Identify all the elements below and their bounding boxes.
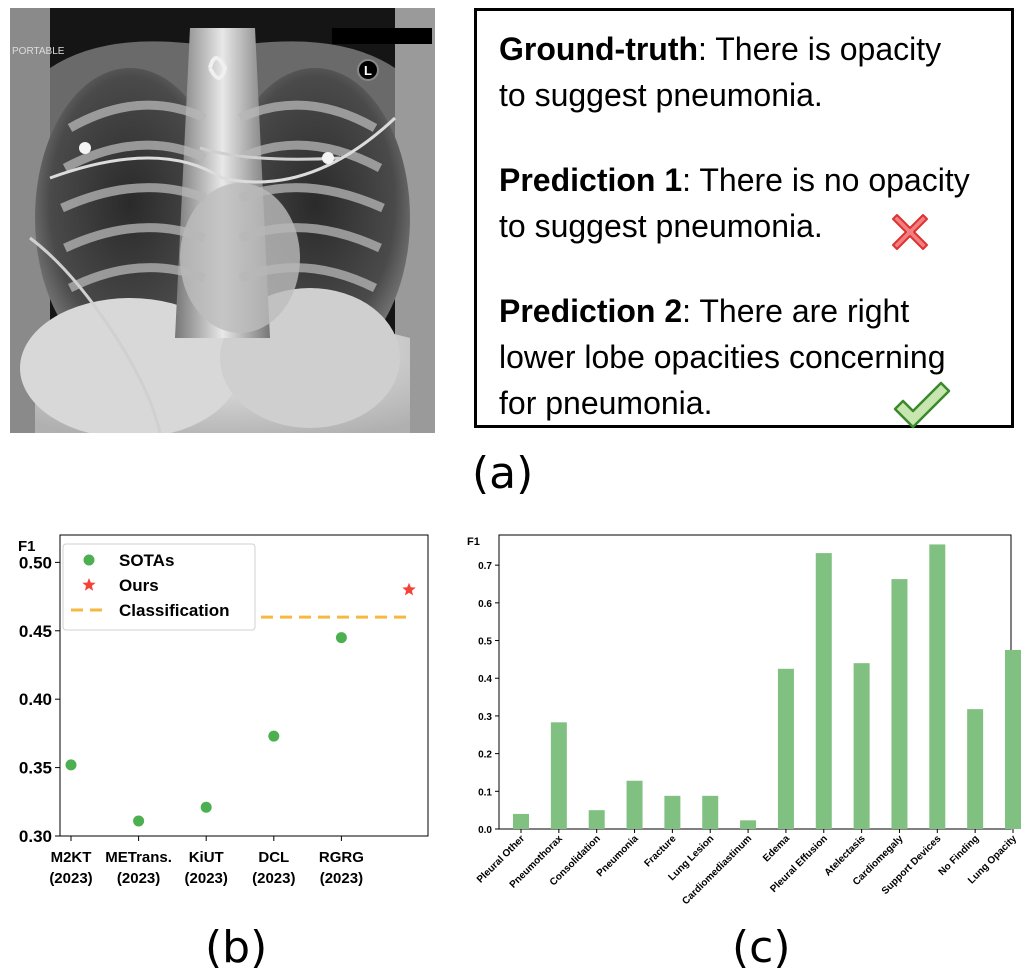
red-cross-icon	[892, 214, 928, 250]
sota-point	[200, 801, 212, 813]
bar	[513, 813, 529, 829]
y-tick-label: 0.45	[19, 622, 52, 641]
bar	[702, 795, 719, 829]
prediction1-line2: to suggest pneumonia.	[499, 208, 823, 244]
y-tick-label: 0.30	[19, 827, 52, 846]
xray-side-marker: L	[364, 63, 372, 78]
bar	[853, 663, 870, 829]
ground-truth-text1: : There is opacity	[698, 31, 942, 67]
sota-f1-scatter-chart: F1 0.30 0.35 0.40 0.45 0.50 M2KT (2023) METrans.…	[18, 534, 429, 887]
legend-sotas-label: SOTAs	[119, 551, 174, 570]
sota-point	[65, 759, 77, 771]
prediction2-line3: for pneumonia.	[499, 385, 713, 421]
y-tick-label: 0.5	[478, 637, 492, 648]
prediction2-line2: lower lobe opacities concerning	[499, 339, 946, 375]
bar	[929, 544, 946, 829]
y-tick-label: 0.6	[478, 599, 492, 610]
prediction1-label: Prediction 1	[499, 162, 683, 198]
x-tick-label: METrans. (2023)	[105, 849, 172, 887]
prediction2-text1: : There are right	[682, 293, 910, 329]
y-tick-label: 0.50	[19, 553, 52, 572]
y-tick-label: 0.40	[19, 690, 52, 709]
y-axis-label: F1	[467, 536, 480, 548]
prediction2-label: Prediction 2	[499, 293, 683, 329]
xray-portable-label: PORTABLE	[12, 46, 65, 57]
bar	[777, 668, 794, 829]
sota-point	[335, 632, 347, 644]
ground-truth-line2: to suggest pneumonia.	[499, 77, 823, 113]
x-tick-label: M2KT (2023)	[49, 849, 92, 887]
legend-box	[62, 543, 256, 631]
bar	[967, 709, 984, 829]
bar	[815, 553, 832, 829]
caption-a: (a)	[472, 448, 534, 499]
sota-point	[268, 730, 280, 742]
y-tick-label: 0.0	[478, 825, 492, 836]
bar	[740, 820, 757, 829]
x-tick-label: RGRG (2023)	[319, 849, 364, 887]
x-tick-label: Fracture	[642, 833, 678, 869]
report-comparison-box: Ground-truth: There is opacity to sugges…	[474, 8, 1014, 429]
bar	[1005, 649, 1021, 829]
y-tick-label: 0.4	[478, 674, 492, 685]
legend-sotas-marker	[83, 554, 95, 566]
ground-truth-line1: Ground-truth: There is opacity	[499, 30, 941, 68]
plot-frame	[59, 534, 429, 837]
y-tick-label: 0.3	[478, 712, 492, 723]
bar	[588, 810, 605, 829]
chest-xray-image: L PORTABLE	[10, 8, 435, 433]
y-tick-label: 0.1	[478, 787, 492, 798]
legend-ours-marker	[82, 578, 96, 591]
caption-b: (b)	[205, 922, 268, 973]
legend-classification-label: Classification	[119, 601, 230, 620]
x-tick-label: DCL (2023)	[252, 849, 295, 887]
x-tick-label: KiUT (2023)	[185, 849, 228, 887]
bar	[891, 579, 908, 829]
y-axis-label: F1	[18, 538, 36, 555]
prediction2-line1: Prediction 2: There are right	[499, 292, 909, 330]
y-tick-label: 0.35	[19, 759, 52, 778]
bar	[626, 780, 643, 829]
ours-point	[402, 582, 416, 596]
x-tick-label: Edema	[761, 833, 792, 864]
sota-point	[133, 815, 145, 827]
y-tick-label: 0.7	[478, 561, 492, 572]
ground-truth-label: Ground-truth	[499, 31, 699, 67]
caption-c: (c)	[732, 922, 791, 973]
prediction1-line1: Prediction 1: There is no opacity	[499, 161, 970, 199]
x-tick-label: Cardiomediastinum	[680, 833, 754, 907]
y-tick-label: 0.2	[478, 750, 492, 761]
green-check-icon	[893, 381, 951, 429]
x-tick-label: Pneumonia	[595, 833, 641, 879]
legend-ours-label: Ours	[119, 576, 159, 595]
bar	[664, 795, 681, 829]
bar	[550, 722, 567, 829]
prediction1-text1: : There is no opacity	[682, 162, 970, 198]
